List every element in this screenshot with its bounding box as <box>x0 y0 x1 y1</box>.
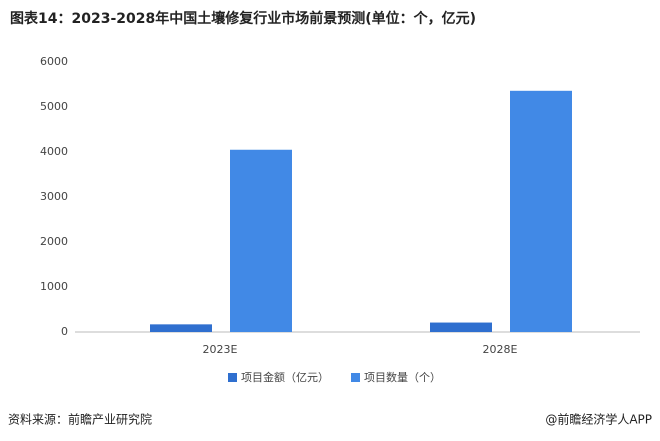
legend-swatch <box>228 373 237 382</box>
y-tick-label: 3000 <box>40 190 68 203</box>
bar <box>150 324 212 332</box>
y-tick-label: 2000 <box>40 235 68 248</box>
y-tick-label: 4000 <box>40 145 68 158</box>
chart-title: 图表14：2023-2028年中国土壤修复行业市场前景预测(单位：个，亿元) <box>10 10 476 27</box>
x-tick-label: 2028E <box>483 343 518 356</box>
legend-label: 项目金额（亿元） <box>241 370 329 384</box>
legend-label: 项目数量（个） <box>364 371 441 384</box>
y-tick-label: 1000 <box>40 280 68 293</box>
x-tick-label: 2023E <box>203 343 238 356</box>
y-tick-label: 5000 <box>40 100 68 113</box>
bar <box>430 322 492 332</box>
legend-swatch <box>351 373 360 382</box>
y-tick-label: 6000 <box>40 55 68 68</box>
bar <box>510 90 572 332</box>
bar <box>230 149 292 332</box>
source: 资料来源：前瞻产业研究院 <box>8 412 152 427</box>
y-tick-label: 0 <box>61 325 68 338</box>
credit: @前瞻经济学人APP <box>545 412 652 427</box>
